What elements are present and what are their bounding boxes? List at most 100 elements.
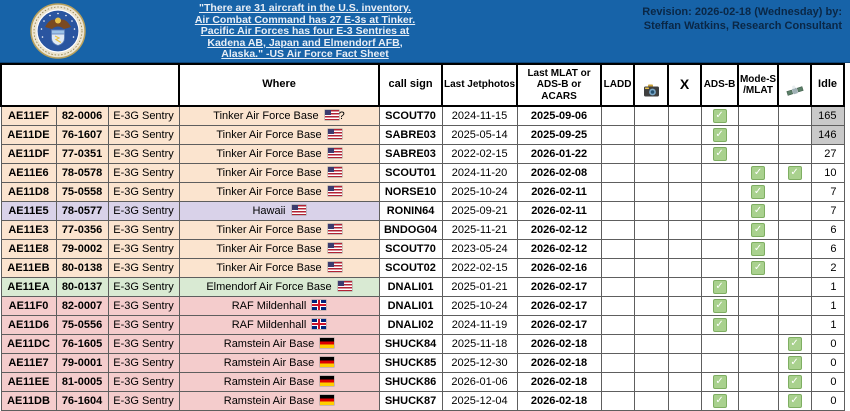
cell-jetphotos[interactable]: 2026-01-06 [441,372,518,392]
cell-jetphotos[interactable]: 2025-11-18 [441,334,518,354]
cell-camera[interactable] [633,144,669,164]
cell-camera[interactable] [633,163,669,183]
cell-where[interactable]: Ramstein Air Base [178,391,380,411]
cell-x[interactable] [667,144,702,164]
cell-callsign[interactable]: SCOUT70 [378,239,443,259]
cell-ladd[interactable] [600,277,635,297]
header-last-jetphotos[interactable]: Last Jetphotos [441,63,519,107]
cell-jetphotos[interactable]: 2024-11-15 [441,105,518,126]
cell-where[interactable]: Tinker Air Force Base ? [178,105,380,126]
cell-sat[interactable]: ✓ [777,372,812,392]
cell-type[interactable]: E-3G Sentry [107,353,180,373]
header-idle[interactable]: Idle [810,63,846,107]
cell-serial[interactable]: 77-0351 [55,144,109,164]
cell-idle[interactable]: 6 [810,239,845,259]
cell-type[interactable]: E-3G Sentry [107,315,180,335]
cell-adsb[interactable]: ✓ [700,277,739,297]
cell-ladd[interactable] [600,182,635,202]
cell-mlat[interactable]: 2025-09-06 [516,105,602,126]
cell-hex[interactable]: AE11E3 [0,220,57,240]
cell-callsign[interactable]: DNALI01 [378,296,443,316]
cell-jetphotos[interactable]: 2025-11-21 [441,220,518,240]
cell-ladd[interactable] [600,334,635,354]
cell-modes[interactable] [737,277,779,297]
cell-hex[interactable]: AE11EB [0,258,57,278]
cell-hex[interactable]: AE11EA [0,277,57,297]
cell-adsb[interactable]: ✓ [700,391,739,411]
cell-adsb[interactable]: ✓ [700,315,739,335]
cell-camera[interactable] [633,296,669,316]
cell-sat[interactable] [777,220,812,240]
cell-ladd[interactable] [600,258,635,278]
cell-modes[interactable] [737,315,779,335]
cell-where[interactable]: Tinker Air Force Base [178,144,380,164]
cell-modes[interactable]: ✓ [737,163,779,183]
cell-mlat[interactable]: 2026-02-18 [516,372,602,392]
cell-camera[interactable] [633,353,669,373]
cell-x[interactable] [667,277,702,297]
cell-type[interactable]: E-3G Sentry [107,258,180,278]
cell-type[interactable]: E-3G Sentry [107,239,180,259]
cell-ladd[interactable] [600,315,635,335]
cell-callsign[interactable]: SABRE03 [378,125,443,145]
cell-modes[interactable]: ✓ [737,201,779,221]
cell-x[interactable] [667,220,702,240]
cell-ladd[interactable] [600,239,635,259]
cell-idle[interactable]: 0 [810,391,845,411]
cell-hex[interactable]: AE11D6 [0,315,57,335]
cell-where[interactable]: Tinker Air Force Base [178,220,380,240]
cell-camera[interactable] [633,239,669,259]
cell-x[interactable] [667,182,702,202]
cell-serial[interactable]: 75-0558 [55,182,109,202]
cell-hex[interactable]: AE11EF [0,105,57,126]
cell-callsign[interactable]: BNDOG04 [378,220,443,240]
fact-sheet-quote-link[interactable]: "There are 31 aircraft in the U.S. inven… [194,2,416,60]
cell-idle[interactable]: 27 [810,144,845,164]
cell-jetphotos[interactable]: 2025-10-24 [441,182,518,202]
cell-sat[interactable] [777,239,812,259]
cell-hex[interactable]: AE11DE [0,125,57,145]
cell-adsb[interactable]: ✓ [700,144,739,164]
header-callsign[interactable]: call sign [378,63,444,107]
cell-idle[interactable]: 0 [810,334,845,354]
cell-mlat[interactable]: 2026-02-12 [516,239,602,259]
cell-type[interactable]: E-3G Sentry [107,220,180,240]
cell-idle[interactable]: 2 [810,258,845,278]
cell-hex[interactable]: AE11DB [0,391,57,411]
cell-adsb[interactable] [700,201,739,221]
cell-x[interactable] [667,239,702,259]
cell-where[interactable]: Tinker Air Force Base [178,182,380,202]
cell-ladd[interactable] [600,105,635,126]
cell-x[interactable] [667,372,702,392]
cell-camera[interactable] [633,315,669,335]
cell-mlat[interactable]: 2026-02-11 [516,201,602,221]
cell-ladd[interactable] [600,201,635,221]
header-x[interactable]: X [667,63,703,107]
cell-adsb[interactable] [700,163,739,183]
cell-idle[interactable]: 7 [810,182,845,202]
cell-where[interactable]: Tinker Air Force Base [178,239,380,259]
header-ladd[interactable]: LADD [600,63,636,107]
cell-x[interactable] [667,201,702,221]
cell-jetphotos[interactable]: 2024-11-20 [441,163,518,183]
cell-callsign[interactable]: SABRE03 [378,144,443,164]
cell-adsb[interactable] [700,258,739,278]
cell-serial[interactable]: 79-0001 [55,353,109,373]
cell-jetphotos[interactable]: 2025-10-24 [441,296,518,316]
cell-hex[interactable]: AE11DC [0,334,57,354]
cell-type[interactable]: E-3G Sentry [107,391,180,411]
cell-type[interactable]: E-3G Sentry [107,334,180,354]
cell-callsign[interactable]: SHUCK85 [378,353,443,373]
header-blank[interactable] [0,63,181,107]
cell-serial[interactable]: 82-0006 [55,105,109,126]
cell-sat[interactable] [777,296,812,316]
cell-jetphotos[interactable]: 2022-02-15 [441,258,518,278]
cell-callsign[interactable]: RONIN64 [378,201,443,221]
cell-type[interactable]: E-3G Sentry [107,105,180,126]
cell-mlat[interactable]: 2026-02-18 [516,353,602,373]
cell-mlat[interactable]: 2026-02-17 [516,296,602,316]
cell-where[interactable]: Elmendorf Air Force Base [178,277,380,297]
cell-modes[interactable]: ✓ [737,182,779,202]
cell-camera[interactable] [633,277,669,297]
cell-modes[interactable] [737,372,779,392]
